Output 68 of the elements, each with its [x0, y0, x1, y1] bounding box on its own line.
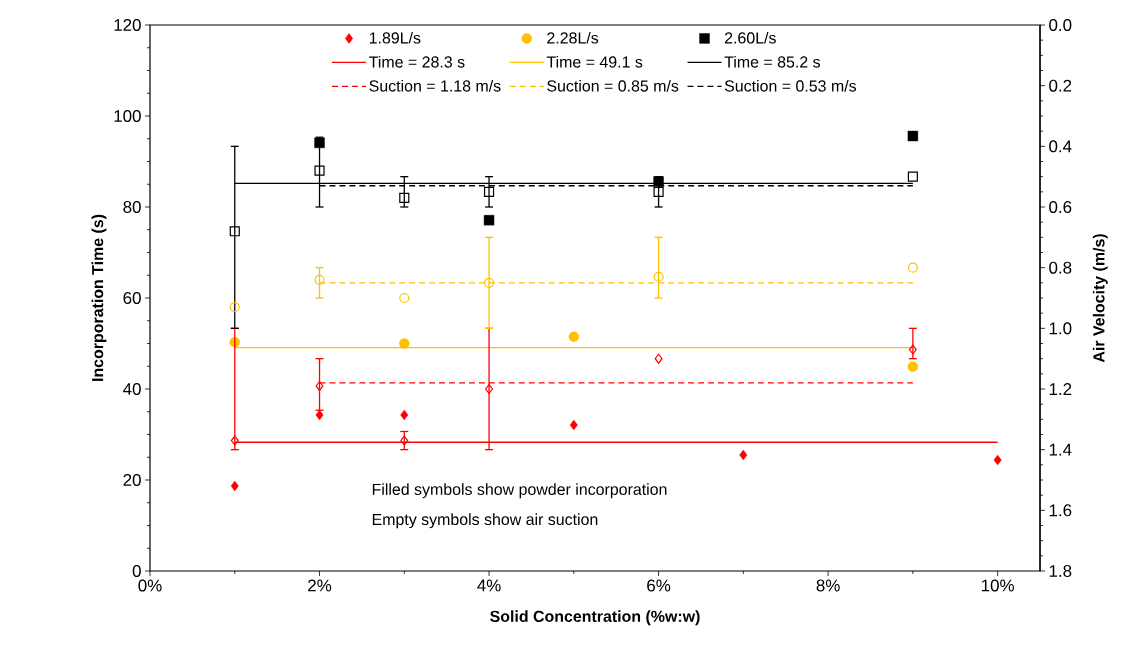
- point: [654, 353, 663, 364]
- y2-tick-label: 0.2: [1049, 79, 1072, 92]
- y2-tick-label: 1.2: [1049, 383, 1072, 395]
- point: [314, 137, 325, 149]
- point: [907, 262, 918, 273]
- legend-label: Time = 28.3 s: [369, 55, 465, 68]
- legend-label: 2.60L/s: [724, 31, 776, 44]
- point: [315, 380, 324, 392]
- point: [483, 215, 495, 226]
- x-tick-label: 10%: [981, 579, 1014, 592]
- point: [993, 454, 1002, 466]
- point: [908, 344, 917, 355]
- legend-label: 2.28L/s: [547, 31, 599, 44]
- point: [653, 271, 664, 282]
- point: [653, 176, 664, 187]
- x-tick-label: 8%: [816, 579, 840, 592]
- y-tick-label: 100: [114, 109, 141, 122]
- legend-label: Suction = 1.18 m/s: [369, 79, 501, 92]
- x-tick-label: 4%: [477, 579, 501, 592]
- point: [569, 419, 578, 431]
- point: [229, 302, 240, 313]
- y2-tick-label: 1.8: [1049, 565, 1072, 578]
- y2-tick-label: 0.0: [1049, 19, 1072, 31]
- point: [485, 383, 494, 395]
- point: [399, 192, 410, 203]
- y2-tick-label: 0.6: [1049, 201, 1072, 213]
- legend-label: Time = 49.1 s: [546, 55, 643, 68]
- y2-tick-label: 1.0: [1049, 322, 1072, 335]
- point: [653, 186, 664, 197]
- point: [315, 409, 324, 421]
- annotation: Filled symbols show powder incorporation: [372, 483, 667, 499]
- point: [568, 331, 579, 342]
- x-tick-label: 2%: [308, 579, 332, 592]
- y-tick-label: 60: [123, 292, 141, 304]
- legend-label: Time = 85.2 s: [724, 55, 820, 68]
- y-tick-label: 40: [123, 383, 141, 395]
- y-tick-label: 120: [114, 18, 141, 31]
- y2-axis-title: Air Velocity (m/s): [1092, 234, 1108, 363]
- y2-tick-label: 1.4: [1049, 443, 1072, 456]
- point: [907, 361, 919, 372]
- point: [483, 277, 495, 288]
- point: [230, 435, 239, 446]
- x-axis-title: Solid Concentration (%w:w): [490, 610, 700, 626]
- point: [314, 274, 325, 285]
- point: [739, 449, 748, 461]
- point: [230, 480, 239, 492]
- y-tick-label: 20: [123, 474, 141, 486]
- annotation: Empty symbols show air suction: [372, 513, 598, 529]
- point: [907, 130, 919, 142]
- y-tick-label: 80: [123, 201, 141, 213]
- y2-tick-label: 1.6: [1049, 504, 1072, 517]
- x-tick-label: 0%: [138, 579, 162, 592]
- legend-label: 1.89L/s: [369, 31, 421, 44]
- y2-tick-label: 0.4: [1049, 140, 1072, 153]
- legend-label: Suction = 0.53 m/s: [724, 79, 857, 92]
- point: [400, 435, 409, 446]
- point: [907, 171, 918, 182]
- x-tick-label: 6%: [647, 579, 671, 592]
- point: [229, 226, 240, 237]
- legend-label: Suction = 0.85 m/s: [547, 79, 679, 92]
- y-axis-title: Incorporation Time (s): [91, 214, 107, 381]
- y2-tick-label: 0.8: [1049, 261, 1072, 274]
- point: [400, 409, 409, 421]
- point: [399, 292, 410, 304]
- point: [483, 186, 495, 197]
- y-tick-label: 0: [132, 565, 141, 577]
- point: [399, 338, 410, 349]
- point: [314, 165, 325, 176]
